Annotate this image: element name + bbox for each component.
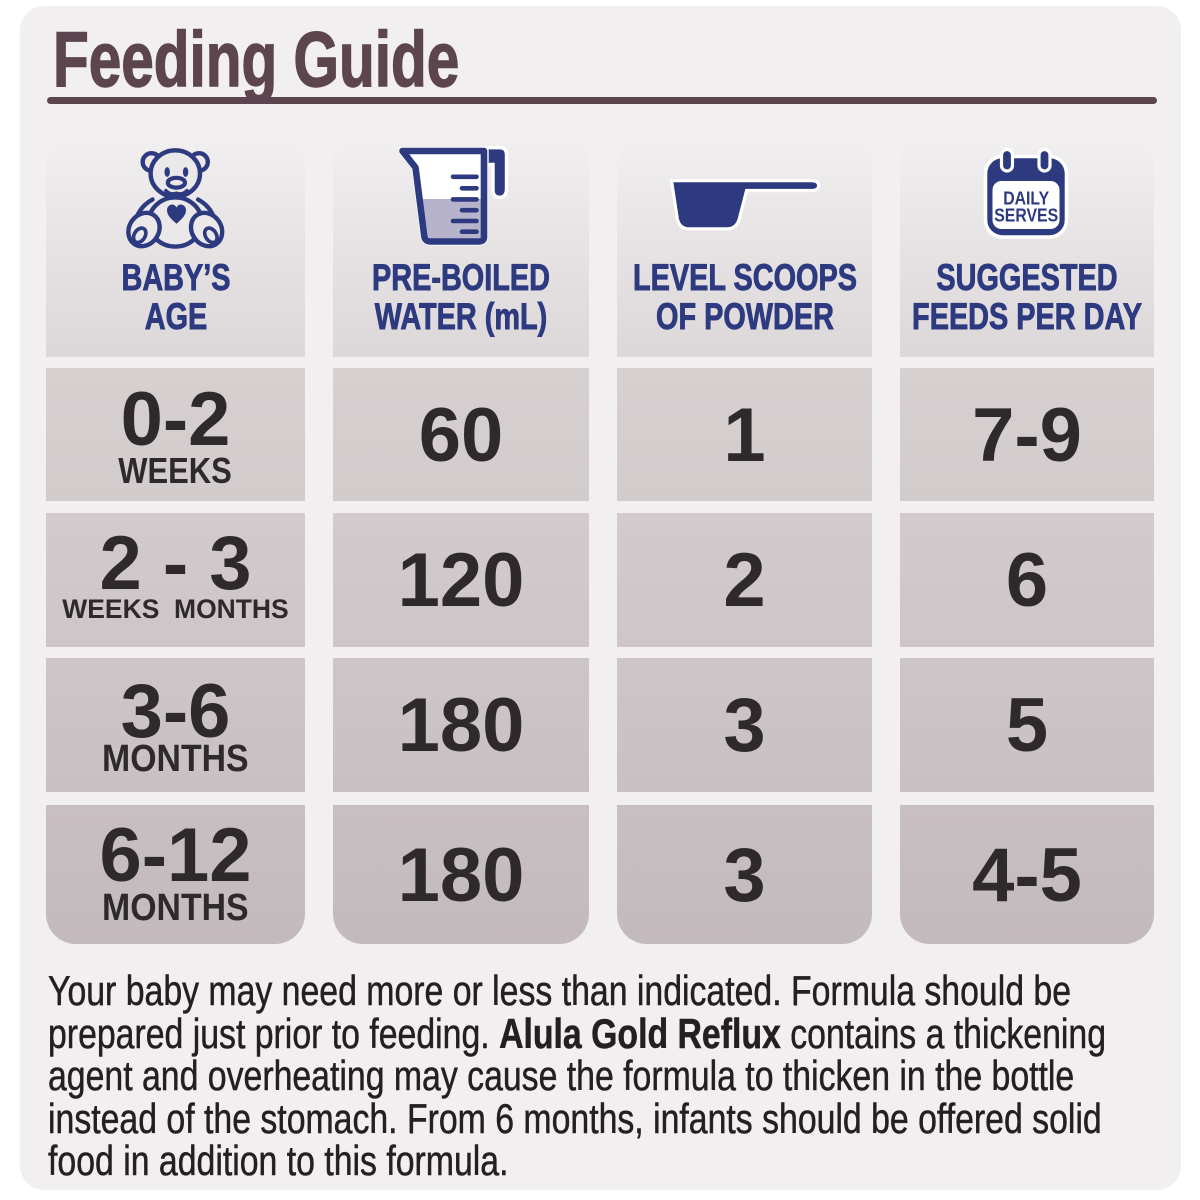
svg-text:DAILY: DAILY xyxy=(1003,189,1049,209)
svg-text:SERVES: SERVES xyxy=(994,206,1058,226)
